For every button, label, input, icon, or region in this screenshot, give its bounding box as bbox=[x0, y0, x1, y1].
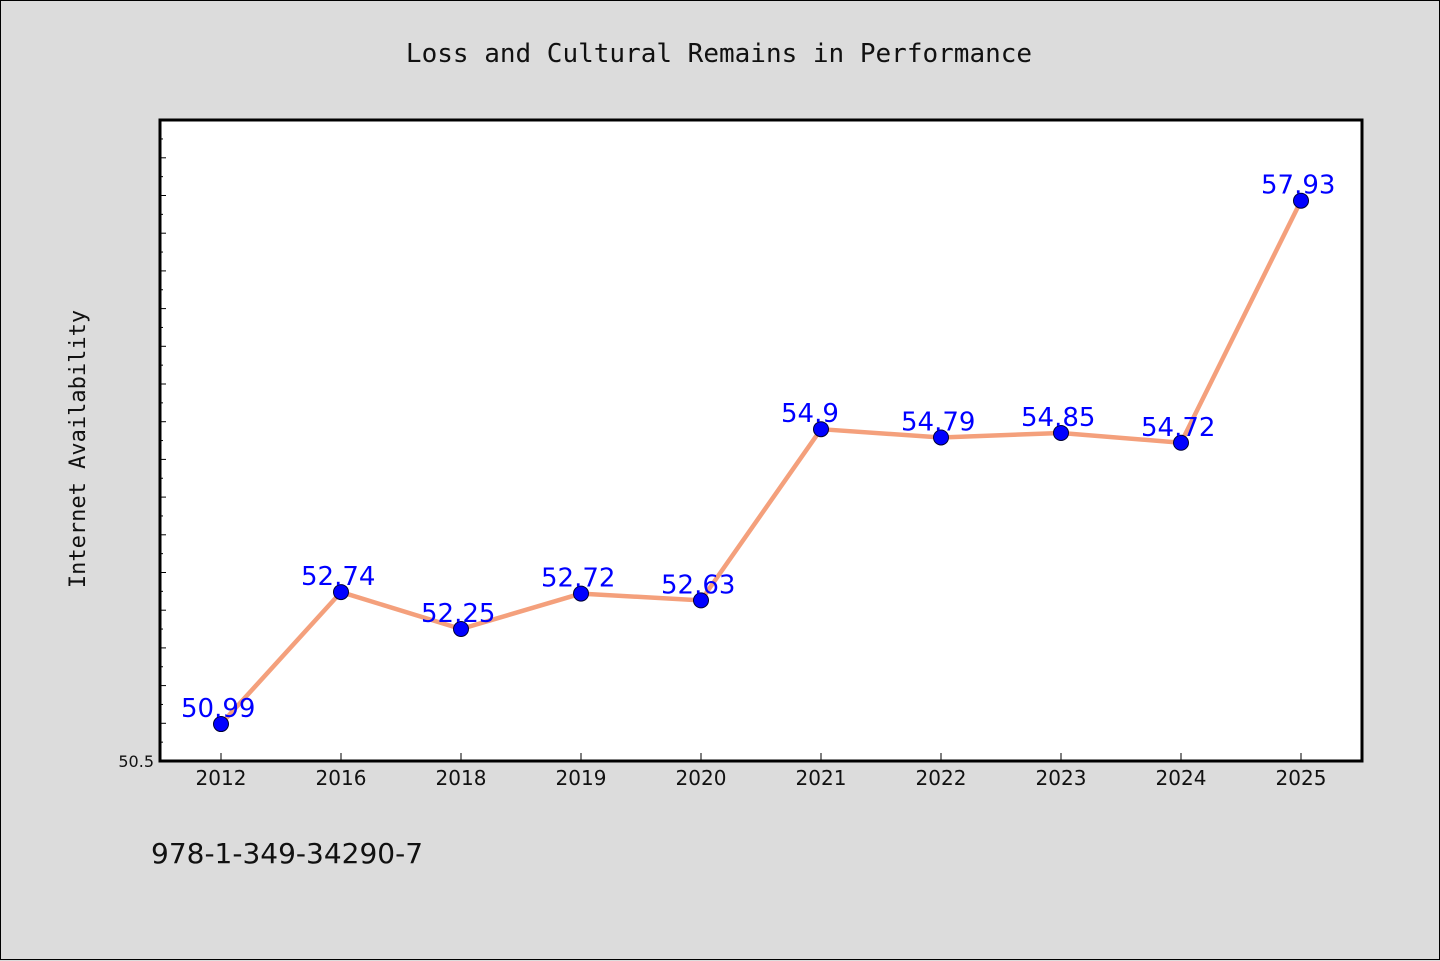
data-point bbox=[453, 621, 469, 638]
x-tick-label: 2024 bbox=[1156, 766, 1207, 790]
data-point bbox=[1173, 434, 1189, 451]
y-tick-label: 50.5 bbox=[118, 752, 154, 771]
y-axis-ticks: 50.5 bbox=[118, 138, 166, 771]
data-point bbox=[333, 584, 349, 601]
data-label: 54.79 bbox=[901, 407, 975, 437]
chart-title: Loss and Cultural Remains in Performance bbox=[406, 39, 1032, 69]
x-tick-label: 2025 bbox=[1276, 766, 1327, 790]
data-label: 52.63 bbox=[661, 570, 735, 600]
x-tick-label: 2012 bbox=[196, 766, 247, 790]
data-point bbox=[1293, 192, 1309, 209]
data-point bbox=[573, 585, 589, 602]
x-tick-label: 2020 bbox=[676, 766, 727, 790]
data-label: 54.85 bbox=[1021, 403, 1095, 433]
isbn-text: 978-1-349-34290-7 bbox=[151, 837, 423, 870]
y-axis-label: Internet Availability bbox=[66, 310, 91, 588]
x-tick-label: 2022 bbox=[916, 766, 967, 790]
series-layer: 50.99 52.74 52.25 52.72 52.63 54.9 54.79 54.85 5… bbox=[181, 171, 1335, 733]
data-label: 52.25 bbox=[421, 599, 495, 629]
data-point bbox=[813, 421, 829, 438]
data-label: 50.99 bbox=[181, 694, 255, 724]
x-tick-label: 2019 bbox=[556, 766, 607, 790]
data-point bbox=[1053, 424, 1069, 441]
series-line bbox=[219, 199, 1304, 726]
data-point bbox=[693, 592, 709, 609]
data-label: 52.74 bbox=[301, 562, 375, 592]
x-axis-ticks: 2012 2016 2018 2019 2020 2021 2022 2023 2024 2025 bbox=[196, 753, 1327, 790]
data-point bbox=[213, 716, 229, 733]
data-label: 54.9 bbox=[781, 399, 839, 429]
x-tick-label: 2016 bbox=[316, 766, 367, 790]
x-tick-label: 2023 bbox=[1036, 766, 1087, 790]
x-tick-label: 2018 bbox=[436, 766, 487, 790]
x-tick-label: 2021 bbox=[796, 766, 847, 790]
data-label: 54.72 bbox=[1141, 413, 1215, 443]
data-label: 57.93 bbox=[1261, 171, 1335, 201]
data-point bbox=[933, 429, 949, 446]
data-label: 52.72 bbox=[541, 564, 615, 594]
